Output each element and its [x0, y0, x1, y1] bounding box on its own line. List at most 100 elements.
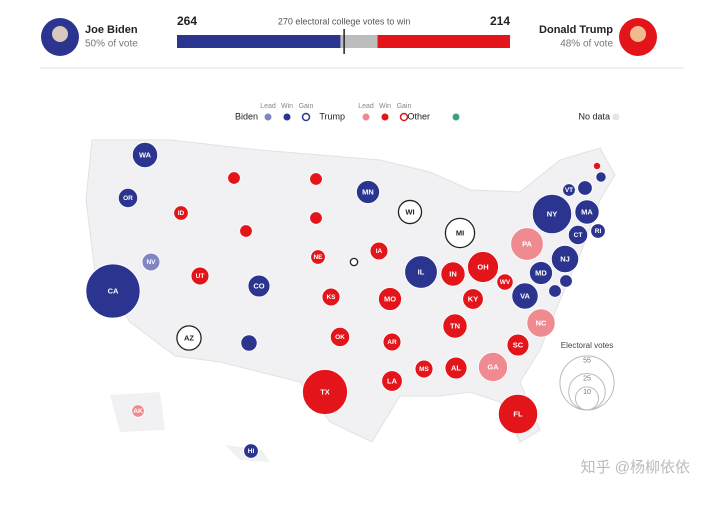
watermark: 知乎 @杨柳依依: [581, 459, 690, 476]
state-label: WI: [405, 207, 414, 216]
legend-swatch: [612, 113, 620, 121]
state-bubble: [414, 359, 434, 379]
state-label: OR: [123, 195, 133, 202]
size-legend-title: Electoral votes: [561, 341, 613, 350]
legend-swatch: [362, 113, 370, 121]
state-bubble: [595, 171, 607, 183]
state-label: NC: [536, 318, 547, 327]
state-bubble: [85, 263, 141, 319]
legend-item-label: Gain: [299, 103, 314, 110]
state-bubble: [190, 266, 210, 286]
state-bubble: [329, 326, 351, 348]
state-bubble: [590, 223, 606, 239]
state-label: AL: [451, 363, 461, 372]
size-legend-label: 10: [583, 389, 591, 396]
size-legend-label: 55: [583, 358, 591, 365]
state-bubble: [141, 252, 161, 272]
state-bubble: [309, 211, 323, 225]
state-label: CO: [253, 281, 264, 290]
state-label: IA: [376, 248, 383, 255]
state-label: VA: [520, 291, 530, 300]
state-label: MA: [581, 207, 593, 216]
state-bubble: [562, 183, 576, 197]
state-bubble: [526, 308, 556, 338]
state-bubble: [592, 161, 602, 171]
state-bubble: [240, 334, 258, 352]
legend-item-label: Win: [379, 103, 391, 110]
state-bubble: [510, 227, 544, 261]
state-label: OK: [335, 334, 345, 341]
state-label: KY: [468, 294, 478, 303]
state-bubble: [442, 313, 468, 339]
state-bubble: [176, 325, 202, 351]
state-bubble: [382, 332, 402, 352]
state-bubble: [559, 274, 573, 288]
state-bubble: [577, 180, 593, 196]
legend-item-label: Lead: [358, 103, 374, 110]
state-bubble: [511, 282, 539, 310]
size-legend-circle: [574, 386, 600, 411]
state-bubble: [321, 287, 341, 307]
state-label: WA: [139, 150, 152, 159]
state-label: AZ: [184, 333, 194, 342]
state-label: NY: [547, 209, 557, 218]
state-label: UT: [196, 273, 205, 280]
state-bubble: [397, 199, 423, 225]
biden-face: [52, 26, 68, 42]
legend-swatch: [381, 113, 389, 121]
state-label: CT: [574, 232, 583, 239]
trump-bar: [377, 35, 510, 48]
legend-swatch: [283, 113, 291, 121]
state-bubble: [531, 193, 573, 235]
state-label: MI: [456, 228, 464, 237]
state-label: TX: [320, 387, 330, 396]
state-bubble: [117, 187, 139, 209]
state-bubble: [462, 288, 484, 310]
state-label: AR: [387, 339, 397, 346]
state-bubble: [444, 217, 476, 249]
state-label: KS: [326, 294, 336, 301]
state-label: SC: [513, 340, 524, 349]
trump-ev: 214: [490, 14, 510, 28]
state-bubble: [131, 404, 145, 418]
state-label: CA: [108, 286, 119, 295]
biden-ev: 264: [177, 14, 197, 28]
state-bubble: [356, 180, 380, 204]
state-label: VT: [565, 187, 573, 194]
state-bubble: [310, 249, 326, 265]
state-label: LA: [387, 376, 398, 385]
state-label: TN: [450, 321, 460, 330]
legend-swatch: [301, 112, 311, 122]
state-bubble: [378, 287, 402, 311]
state-bubble: [444, 356, 468, 380]
state-label: WV: [500, 279, 511, 286]
candidate-name: Donald Trump: [539, 24, 613, 36]
state-label: IN: [449, 269, 457, 278]
vote-share: 50% of vote: [85, 39, 138, 50]
state-label: ID: [178, 210, 185, 217]
state-bubble: [247, 274, 271, 298]
legend-item-label: Gain: [397, 103, 412, 110]
state-bubble: [302, 369, 348, 415]
size-legend-label: 25: [583, 375, 591, 382]
state-label: MO: [384, 294, 396, 303]
state-label: OH: [477, 262, 488, 271]
state-label: NJ: [560, 254, 570, 263]
state-label: RI: [595, 228, 602, 235]
state-label: MN: [362, 187, 374, 196]
legend-group: Other: [407, 111, 430, 121]
state-bubble: [548, 284, 562, 298]
state-label: FL: [513, 409, 523, 418]
legend-item-label: Lead: [260, 103, 276, 110]
state-bubble: [497, 393, 539, 435]
legend-group: No data: [578, 111, 610, 121]
state-bubble: [173, 205, 189, 221]
state-label: MS: [419, 366, 429, 373]
state-bubble: [369, 241, 389, 261]
state-label: IL: [418, 267, 425, 276]
state-bubble: [227, 171, 241, 185]
legend-item-label: Win: [281, 103, 293, 110]
state-bubble: [239, 224, 253, 238]
legend-swatch: [399, 112, 409, 122]
